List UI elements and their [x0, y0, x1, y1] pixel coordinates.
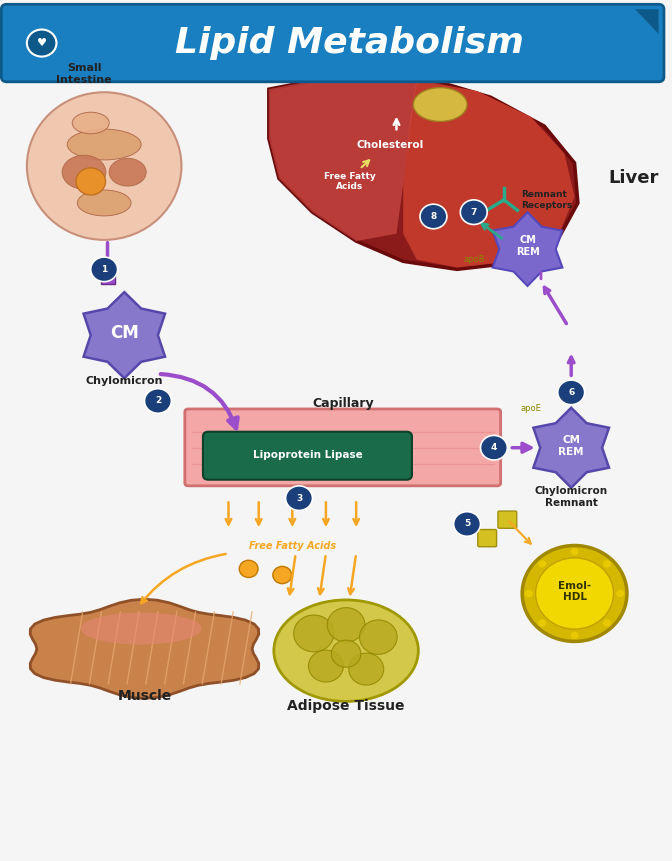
Text: Small
Intestine: Small Intestine — [56, 63, 112, 85]
Polygon shape — [635, 9, 659, 34]
Circle shape — [76, 168, 106, 195]
Text: CM
REM: CM REM — [515, 235, 540, 257]
Circle shape — [571, 632, 579, 639]
Text: CM
REM: CM REM — [558, 435, 584, 456]
Text: 4: 4 — [491, 443, 497, 452]
Text: 6: 6 — [568, 387, 575, 397]
Circle shape — [536, 558, 614, 629]
Text: 1: 1 — [101, 265, 108, 274]
Ellipse shape — [274, 600, 419, 702]
Text: Liver: Liver — [608, 170, 659, 188]
Circle shape — [460, 200, 487, 225]
FancyBboxPatch shape — [478, 530, 497, 547]
Circle shape — [522, 546, 627, 641]
Text: CM: CM — [110, 325, 138, 343]
Text: Emol-
HDL: Emol- HDL — [558, 581, 591, 603]
Ellipse shape — [27, 92, 181, 240]
Text: Adipose Tissue: Adipose Tissue — [288, 699, 405, 713]
Polygon shape — [269, 75, 578, 269]
Text: ♥: ♥ — [37, 38, 46, 48]
FancyBboxPatch shape — [203, 431, 412, 480]
Text: apoE: apoE — [520, 405, 542, 413]
Circle shape — [360, 620, 397, 654]
Text: 2: 2 — [155, 396, 161, 406]
Ellipse shape — [62, 155, 106, 189]
Circle shape — [27, 29, 56, 57]
Circle shape — [327, 608, 365, 642]
Circle shape — [420, 204, 447, 229]
Text: 3: 3 — [296, 493, 302, 503]
Circle shape — [454, 511, 480, 536]
Circle shape — [308, 650, 343, 682]
Ellipse shape — [109, 158, 146, 186]
Circle shape — [571, 548, 579, 555]
Circle shape — [331, 641, 361, 667]
Circle shape — [144, 388, 171, 413]
Text: Lipoprotein Lipase: Lipoprotein Lipase — [253, 450, 362, 461]
Circle shape — [525, 590, 533, 598]
Circle shape — [538, 561, 546, 567]
Text: apoB: apoB — [463, 255, 485, 264]
Text: Chylomicron: Chylomicron — [85, 376, 163, 387]
Text: Lipid Metabolism: Lipid Metabolism — [175, 26, 524, 60]
Polygon shape — [493, 212, 562, 286]
Text: Muscle: Muscle — [118, 689, 171, 703]
Polygon shape — [403, 80, 575, 268]
Circle shape — [480, 436, 507, 460]
Circle shape — [91, 257, 118, 282]
Circle shape — [239, 561, 258, 578]
Circle shape — [603, 561, 611, 567]
Ellipse shape — [73, 112, 109, 133]
Circle shape — [616, 590, 624, 598]
Circle shape — [538, 619, 546, 627]
Ellipse shape — [67, 129, 141, 160]
Circle shape — [349, 653, 384, 685]
FancyBboxPatch shape — [498, 511, 517, 529]
Text: Chylomicron
Remnant: Chylomicron Remnant — [535, 486, 607, 508]
Text: Cholesterol: Cholesterol — [356, 139, 423, 150]
Polygon shape — [83, 292, 165, 378]
Text: Free Fatty
Acids: Free Fatty Acids — [323, 171, 376, 191]
Text: 7: 7 — [470, 208, 477, 217]
Text: Remnant
Receptors: Remnant Receptors — [521, 190, 572, 209]
Circle shape — [286, 486, 312, 511]
Text: Capillary: Capillary — [312, 397, 374, 410]
Ellipse shape — [413, 88, 467, 121]
Ellipse shape — [77, 190, 131, 216]
Polygon shape — [534, 408, 609, 487]
Circle shape — [294, 615, 334, 652]
FancyBboxPatch shape — [185, 409, 501, 486]
Circle shape — [273, 567, 292, 584]
FancyBboxPatch shape — [1, 4, 664, 82]
Ellipse shape — [81, 612, 202, 645]
Circle shape — [558, 380, 585, 405]
Text: Free Fatty Acids: Free Fatty Acids — [249, 541, 336, 551]
Circle shape — [603, 619, 611, 627]
Polygon shape — [30, 599, 259, 698]
Polygon shape — [269, 75, 417, 241]
Text: 8: 8 — [430, 212, 437, 221]
Text: 5: 5 — [464, 519, 470, 529]
